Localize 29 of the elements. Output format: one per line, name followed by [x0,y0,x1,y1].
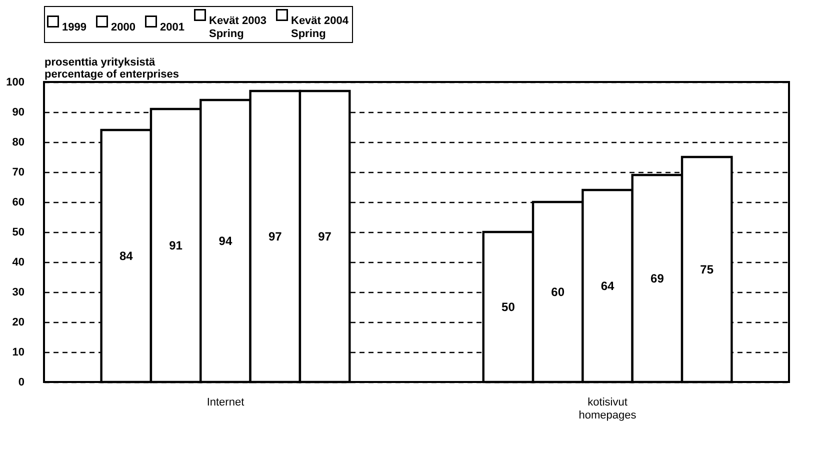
x-tick-label: Internet [206,396,244,408]
legend-label: 1999 [62,22,86,34]
data-label: 91 [169,238,183,252]
y-tick-label: 90 [12,106,24,118]
legend-label: 2001 [160,22,184,34]
y-tick-label: 40 [12,256,24,268]
legend-label: 2000 [111,22,136,34]
data-label: 50 [502,300,516,314]
data-label: 75 [700,262,714,276]
legend-label: Kevät 2003 Spring [209,15,266,40]
data-label: 97 [318,230,332,244]
y-tick-label: 80 [12,136,24,148]
legend-label: Kevät 2004 Spring [291,15,350,40]
y-tick-label: 60 [12,196,24,208]
x-tick-label: kotisivut homepages [578,396,637,422]
data-label: 69 [650,272,664,286]
y-tick-label: 0 [18,376,24,388]
y-axis-title: prosenttia yrityksistä percentage of enterprises [44,56,179,80]
data-label: 94 [218,234,232,248]
data-label: 84 [119,249,134,263]
data-label: 64 [600,279,615,293]
data-label: 97 [268,230,282,244]
y-tick-label: 70 [12,166,24,178]
y-tick-label: 10 [12,346,24,358]
data-label: 60 [551,285,565,299]
y-tick-label: 30 [12,286,24,298]
y-tick-label: 50 [12,226,24,238]
y-tick-label: 20 [12,316,24,328]
y-tick-label: 100 [6,76,24,88]
